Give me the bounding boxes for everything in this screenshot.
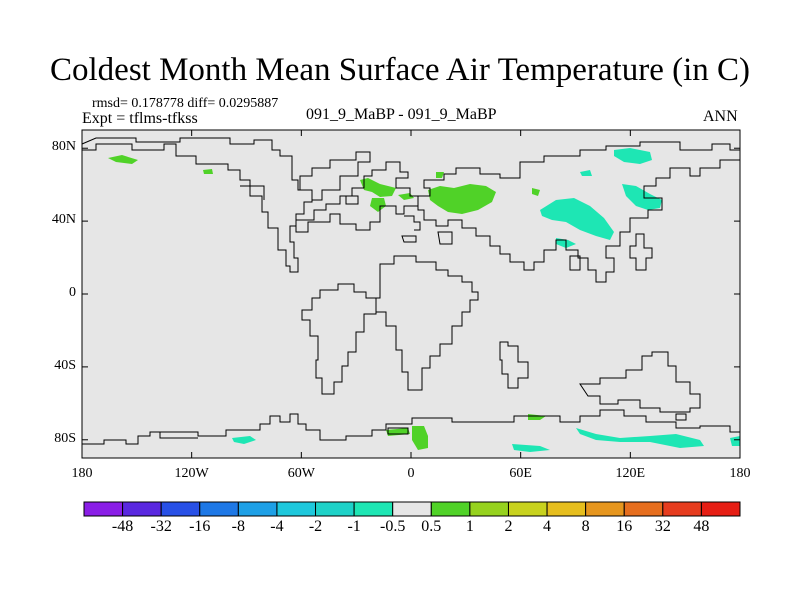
colorbar-box	[315, 501, 355, 517]
y-tick-label: 40N	[51, 212, 76, 228]
colorbar-box	[662, 501, 702, 517]
region-siberia-2	[580, 170, 592, 176]
colorbar-box	[122, 501, 162, 517]
colorbar-box	[430, 501, 471, 517]
chart-title: Coldest Month Mean Surface Air Temperatu…	[50, 52, 750, 88]
coast-greenland	[299, 151, 371, 201]
y-axis-ticks	[82, 147, 740, 441]
x-tick-label: 120E	[615, 466, 646, 481]
x-tick-label: 180	[729, 466, 751, 481]
colorbar-label: 4	[543, 518, 552, 535]
y-tick-label: 80S	[54, 430, 76, 446]
colorbar-box	[507, 501, 548, 517]
coast-seasia	[569, 255, 581, 271]
stats-line: rmsd= 0.178778 diff= 0.0295887	[92, 96, 279, 111]
season-label: ANN	[703, 108, 738, 125]
region-eastern-asia	[540, 198, 614, 240]
colorbar-box	[276, 501, 317, 517]
x-tick-label: 180	[71, 466, 93, 481]
coast-south-america	[301, 283, 377, 395]
region-antarctica-east-3	[730, 436, 740, 446]
coast-madagascar	[499, 341, 529, 389]
coast-arabia	[437, 231, 453, 245]
colorbar-label: 48	[693, 518, 710, 535]
colorbar-label: 16	[616, 518, 633, 535]
colorbar-label: 8	[581, 518, 590, 535]
region-alaska	[108, 155, 138, 164]
region-alaska-2	[203, 169, 213, 174]
colorbar-box	[237, 501, 278, 517]
coast-australia	[579, 351, 701, 413]
coast-japan	[629, 233, 653, 271]
x-tick-label: 60E	[509, 466, 532, 481]
coast-antarctica-2	[159, 432, 198, 439]
region-antarctica-west	[232, 436, 256, 444]
x-tick-label: 60W	[287, 466, 315, 481]
colorbar	[83, 501, 741, 517]
coast-antarctica-island	[387, 427, 409, 435]
region-antarctica-east	[576, 428, 704, 448]
region-antarctica-africa-2	[412, 426, 428, 450]
colorbar-label: 1	[465, 518, 474, 535]
colorbar-box	[160, 501, 201, 517]
colorbar-label: -32	[150, 518, 172, 535]
colorbar-box	[83, 501, 124, 517]
colorbar-box	[623, 501, 664, 517]
plot-area	[81, 129, 741, 459]
experiment-label: Expt = tflms-tfkss	[82, 110, 198, 127]
coast-europe	[295, 161, 419, 233]
coast-tasmania	[675, 413, 687, 421]
region-eastern-asia-2	[622, 184, 662, 210]
colorbar-label: 32	[654, 518, 671, 535]
coast-hudson	[240, 185, 265, 200]
coast-iceland	[345, 195, 359, 205]
colorbar-box	[392, 501, 432, 517]
colorbar-box	[585, 501, 625, 517]
colorbar-box	[199, 501, 239, 517]
colorbar-box	[469, 501, 509, 517]
comparison-label: 091_9_MaBP - 091_9_MaBP	[306, 106, 497, 123]
coast-north-america	[81, 137, 313, 273]
colorbar-box	[700, 501, 741, 517]
region-antarctica-east-2	[512, 444, 550, 452]
x-axis-ticks	[81, 130, 741, 458]
region-siberia	[614, 148, 652, 164]
region-central-asia-4	[532, 188, 540, 196]
colorbar-label: 2	[504, 518, 513, 535]
colorbar-label: -0.5	[380, 518, 406, 535]
region-central-asia	[428, 184, 496, 214]
y-tick-label: 0	[69, 285, 76, 300]
region-europe-2	[370, 198, 386, 212]
coast-antarctica	[82, 409, 740, 445]
colorbar-label: -1	[347, 518, 361, 535]
coastlines	[81, 137, 741, 445]
coast-africa	[375, 255, 479, 391]
colorbar-label: -8	[231, 518, 245, 535]
colorbar-label: -48	[111, 518, 134, 535]
colorbar-box	[546, 501, 587, 517]
x-tick-label: 120W	[174, 466, 209, 481]
x-tick-label: 0	[407, 466, 415, 481]
y-tick-label: 80N	[51, 139, 76, 155]
coast-asia	[417, 141, 741, 283]
colorbar-label: -16	[189, 518, 211, 535]
y-tick-label: 40S	[54, 357, 76, 373]
colorbar-label: -4	[270, 518, 284, 535]
colorbar-box	[353, 501, 394, 517]
coast-italy	[401, 235, 417, 243]
region-europe	[360, 178, 396, 197]
colorbar-label: -2	[308, 518, 323, 535]
colorbar-label: 0.5	[421, 518, 442, 535]
coast-baltic	[404, 215, 421, 231]
region-central-asia-3	[436, 172, 444, 178]
